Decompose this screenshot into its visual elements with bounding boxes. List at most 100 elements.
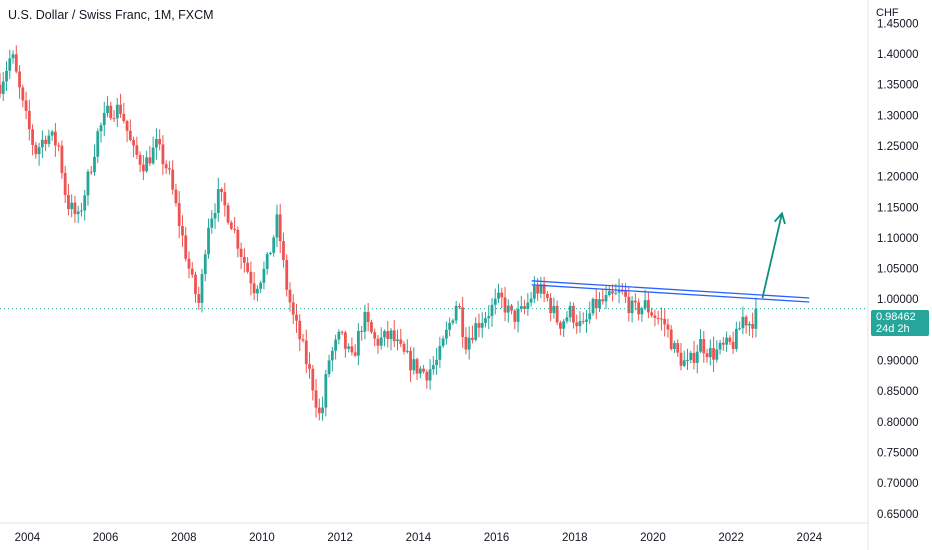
x-tick-label: 2010 [249, 532, 275, 544]
candle-body [751, 323, 755, 329]
candle-body [448, 322, 452, 330]
countdown-value: 24d 2h [876, 323, 910, 335]
candle-body [422, 368, 425, 372]
candle-body [370, 322, 373, 333]
candle-body [513, 310, 517, 322]
candle-body [216, 189, 220, 214]
candle-body [542, 284, 546, 294]
candle-body [441, 338, 445, 346]
candle-body [510, 305, 513, 311]
candle-body [357, 330, 360, 356]
candle-body [158, 138, 162, 145]
candle-body [591, 298, 595, 314]
candle-body [646, 300, 650, 313]
candle-body [278, 214, 282, 242]
candle-body [363, 311, 367, 332]
candle-body [350, 346, 354, 353]
candle-body [295, 314, 298, 321]
x-tick-label: 2006 [93, 532, 119, 544]
candle-body [405, 350, 409, 352]
candle-body [575, 322, 579, 327]
candle-body [519, 306, 523, 309]
candle-body [347, 346, 351, 349]
x-tick-label: 2020 [640, 532, 666, 544]
candle-body [14, 54, 18, 72]
y-tick-label: 1.00000 [877, 294, 919, 306]
candle-body [689, 352, 693, 361]
candle-body [532, 285, 536, 299]
candle-body [115, 104, 119, 119]
candle-body [31, 129, 34, 145]
candle-body [324, 374, 328, 408]
candle-body [633, 300, 637, 303]
candle-body [682, 360, 686, 366]
candle-body [718, 342, 722, 350]
candle-body [383, 331, 386, 338]
candle-body [327, 360, 331, 375]
candle-body [337, 331, 341, 340]
candle-body [721, 342, 725, 345]
candle-body [249, 271, 253, 284]
candle-body [1, 81, 5, 94]
trendline [531, 280, 810, 299]
candle-body [256, 288, 259, 294]
y-tick-label: 0.85000 [877, 386, 919, 398]
chart-title: U.S. Dollar / Swiss Franc, 1M, FXCM [8, 8, 214, 22]
candle-body [490, 304, 494, 317]
candle-body [321, 407, 324, 414]
arrow-head-icon [773, 211, 786, 225]
candle-body [60, 145, 64, 173]
candle-body [373, 332, 377, 339]
candle-body [272, 237, 276, 253]
candle-body [197, 294, 201, 303]
candle-body [239, 248, 243, 257]
candle-body [559, 322, 562, 329]
candle-body [702, 338, 706, 354]
candle-body [747, 323, 751, 326]
candle-body [122, 113, 126, 122]
candle-body [0, 84, 2, 94]
candle-body [686, 360, 689, 362]
candle-body [86, 171, 90, 196]
y-tick-label: 1.45000 [877, 18, 919, 30]
x-tick-label: 2022 [718, 532, 744, 544]
candle-body [285, 259, 289, 290]
candle-body [47, 135, 51, 144]
candle-body [431, 365, 435, 370]
breakout-arrow [761, 213, 783, 299]
candle-body [174, 189, 178, 204]
candle-body [187, 258, 191, 269]
y-tick-label: 0.80000 [877, 417, 919, 429]
candle-body [138, 154, 142, 165]
candle-body [40, 139, 44, 148]
candle-body [536, 285, 540, 294]
candle-body [744, 316, 748, 326]
candle-body [24, 100, 28, 111]
candle-body [226, 205, 230, 223]
candle-body [314, 390, 318, 408]
candle-body [630, 300, 634, 314]
candle-body [53, 131, 57, 146]
currency-label: CHF [876, 7, 899, 19]
candle-body [409, 350, 412, 371]
last-price-value: 0.98462 [876, 311, 916, 323]
x-tick-label: 2008 [171, 532, 197, 544]
candle-body [467, 337, 471, 350]
candle-body [549, 297, 553, 314]
candle-body [21, 87, 25, 101]
y-tick-label: 0.75000 [877, 447, 919, 459]
candle-body [18, 71, 21, 88]
candle-body [291, 302, 295, 315]
candle-body [148, 157, 152, 164]
y-tick-label: 1.35000 [877, 80, 919, 92]
candle-body [415, 359, 419, 374]
candle-body [89, 171, 93, 173]
candle-body [96, 131, 100, 157]
candle-body [360, 330, 364, 332]
candle-body [154, 138, 158, 148]
candle-body [692, 352, 696, 363]
candle-body [624, 290, 627, 297]
candle-body [366, 311, 370, 323]
candle-body [552, 305, 556, 314]
